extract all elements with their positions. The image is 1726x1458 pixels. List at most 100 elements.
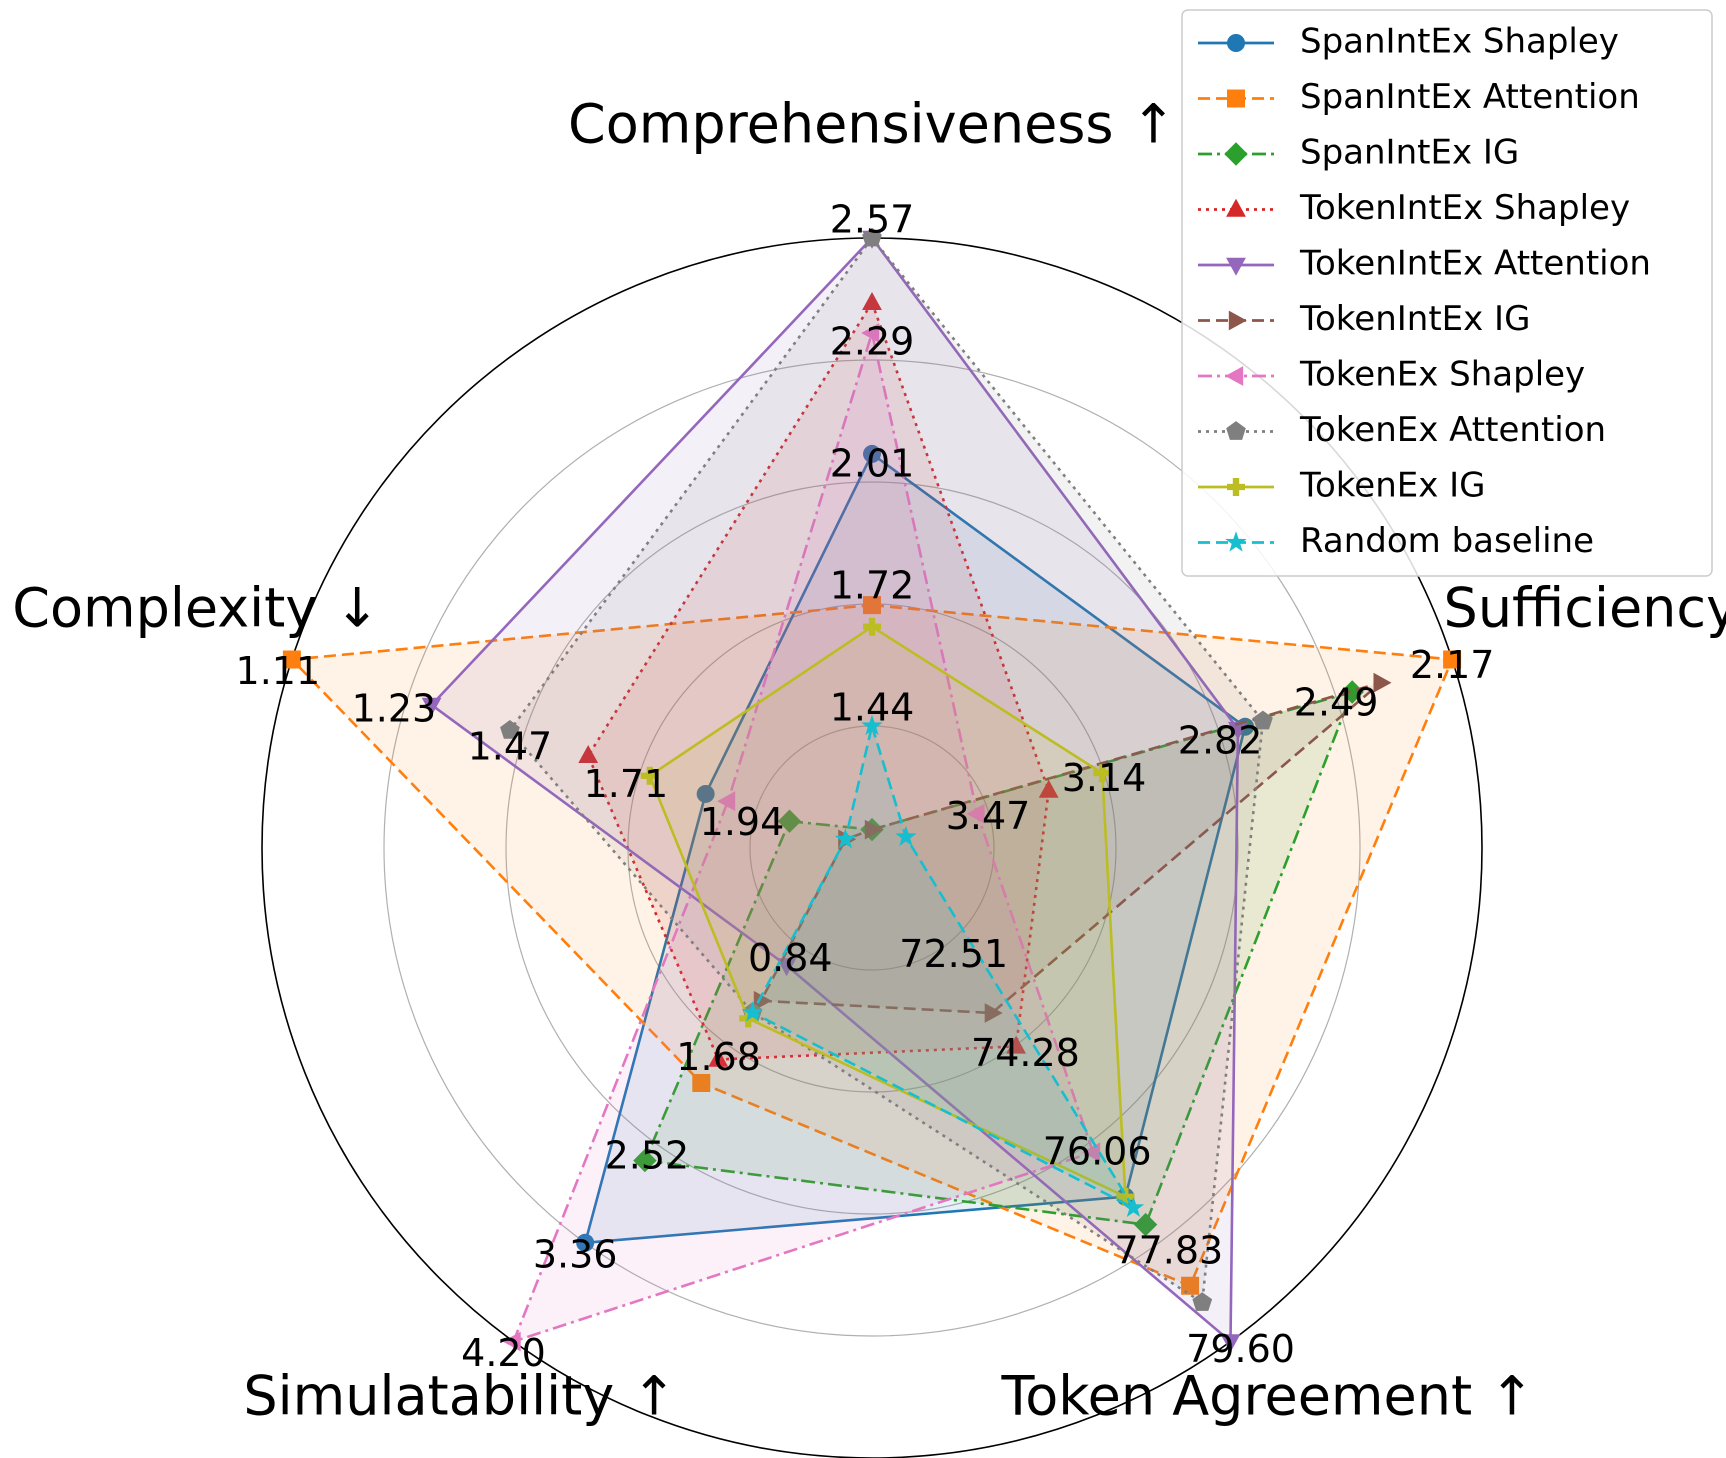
- legend-item: TokenEx Attention: [1198, 410, 1606, 450]
- data-point: [500, 720, 520, 739]
- tick-label: 2.57: [830, 198, 915, 242]
- series-line: [586, 299, 1051, 1061]
- series-line: [758, 681, 1382, 1015]
- axis-title: Comprehensiveness ↑: [568, 93, 1176, 156]
- axis-title: Token Agreement ↑: [1000, 1365, 1534, 1428]
- axis-title: Complexity ↓: [12, 577, 379, 640]
- tick-label: 77.83: [1114, 1228, 1223, 1272]
- legend-label: SpanIntEx Shapley: [1300, 22, 1619, 62]
- data-point: [696, 784, 715, 803]
- tick-labels: 1.44 1.72 2.01 2.29 2.57 3.47 3.14 2.82 2.49 2.17…: [236, 198, 1495, 1376]
- data-point: [1373, 672, 1392, 693]
- tick-label: 1.94: [700, 800, 785, 844]
- tick-label: 1.47: [468, 724, 553, 768]
- data-point: [576, 1233, 595, 1252]
- legend-box: [1181, 9, 1713, 577]
- data-point: [502, 1331, 521, 1352]
- legend-marker: [1226, 198, 1246, 217]
- series-line: [508, 235, 1265, 1305]
- tick-label: 72.51: [899, 932, 1008, 976]
- axis-titles: Comprehensiveness ↑ Sufficiency ↓ Token Ag…: [12, 93, 1726, 1428]
- legend-label: Random baseline: [1300, 521, 1594, 561]
- data-point: [741, 1001, 764, 1022]
- legend-marker: [1226, 421, 1246, 440]
- data-point: [1116, 1187, 1135, 1206]
- legend-marker: [1228, 310, 1247, 331]
- series-area: [588, 302, 1049, 1060]
- series-line: [429, 235, 1240, 1345]
- data-point: [421, 697, 442, 716]
- legend: SpanIntEx Shapley SpanIntEx Attention Span…: [1181, 9, 1713, 577]
- grid-ring-3: [505, 481, 1239, 1215]
- data-point: [984, 1003, 1003, 1023]
- series-line: [648, 625, 1127, 1199]
- legend-item: Random baseline: [1198, 521, 1594, 561]
- legend-item: TokenIntEx Attention: [1198, 244, 1651, 284]
- series-line: [750, 721, 1138, 1212]
- tick-label: 3.14: [1062, 756, 1147, 800]
- tick-label: 74.28: [971, 1031, 1080, 1075]
- legend-label: TokenEx Attention: [1299, 410, 1606, 450]
- legend-marker: [1227, 478, 1245, 496]
- data-point: [1006, 1035, 1026, 1054]
- data-point: [633, 1148, 657, 1173]
- grid-ring-4: [383, 359, 1361, 1337]
- tick-label: 3.47: [946, 794, 1031, 838]
- series-line: [289, 603, 1454, 1288]
- series-1: [282, 596, 1462, 1295]
- tick-label: 2.17: [1410, 643, 1495, 687]
- series-9: [741, 714, 1145, 1217]
- data-point: [863, 596, 881, 615]
- legend-marker: [1224, 142, 1248, 166]
- legend-marker: [1225, 366, 1244, 386]
- tick-label: 76.06: [1043, 1130, 1152, 1174]
- data-point: [861, 323, 880, 343]
- axis-title: Simulatability ↑: [243, 1365, 676, 1428]
- data-point: [895, 825, 917, 847]
- tick-label: 2.52: [605, 1134, 690, 1178]
- data-point: [578, 745, 599, 763]
- data-point: [753, 990, 772, 1011]
- data-point: [863, 617, 881, 636]
- series-area: [513, 333, 1093, 1342]
- series-3: [578, 292, 1059, 1067]
- legend-item: TokenEx Shapley: [1198, 355, 1585, 395]
- legend-marker: [1226, 257, 1246, 276]
- legend-label: TokenIntEx IG: [1299, 299, 1530, 339]
- data-point: [861, 714, 883, 736]
- tick-label: 0.84: [748, 936, 833, 980]
- legend-label: TokenIntEx Shapley: [1299, 188, 1630, 228]
- data-point: [862, 227, 882, 247]
- legend-label: TokenIntEx Attention: [1299, 244, 1651, 284]
- tick-label: 2.82: [1178, 718, 1263, 762]
- tick-label: 2.49: [1294, 681, 1379, 725]
- legend-marker: [1225, 531, 1247, 552]
- data-point: [1133, 1212, 1158, 1237]
- data-point: [1192, 1292, 1213, 1311]
- data-point: [777, 809, 802, 833]
- tick-label: 79.60: [1186, 1327, 1295, 1371]
- tick-label: 1.72: [830, 564, 915, 608]
- legend-label: TokenEx Shapley: [1299, 355, 1585, 395]
- series-area: [585, 453, 1246, 1243]
- data-point: [1228, 721, 1248, 740]
- data-point: [862, 292, 882, 310]
- tick-label: 1.71: [584, 762, 669, 806]
- data-point: [708, 1048, 729, 1067]
- data-point: [717, 791, 736, 812]
- tick-label: 2.01: [830, 442, 915, 486]
- data-point: [1122, 1196, 1145, 1217]
- data-point: [640, 766, 659, 785]
- data-point: [282, 650, 301, 669]
- tick-label: 1.11: [236, 649, 321, 693]
- legend-item: TokenEx IG: [1198, 466, 1486, 506]
- data-point: [864, 819, 883, 840]
- data-point: [863, 444, 881, 463]
- series-line: [583, 451, 1247, 1245]
- legend-item: SpanIntEx Attention: [1198, 77, 1640, 117]
- series-area: [431, 238, 1238, 1342]
- tick-label: 4.20: [461, 1331, 546, 1375]
- tick-label: 1.68: [676, 1035, 761, 1079]
- legend-item: SpanIntEx Shapley: [1198, 22, 1619, 62]
- tick-label: 2.29: [830, 320, 915, 364]
